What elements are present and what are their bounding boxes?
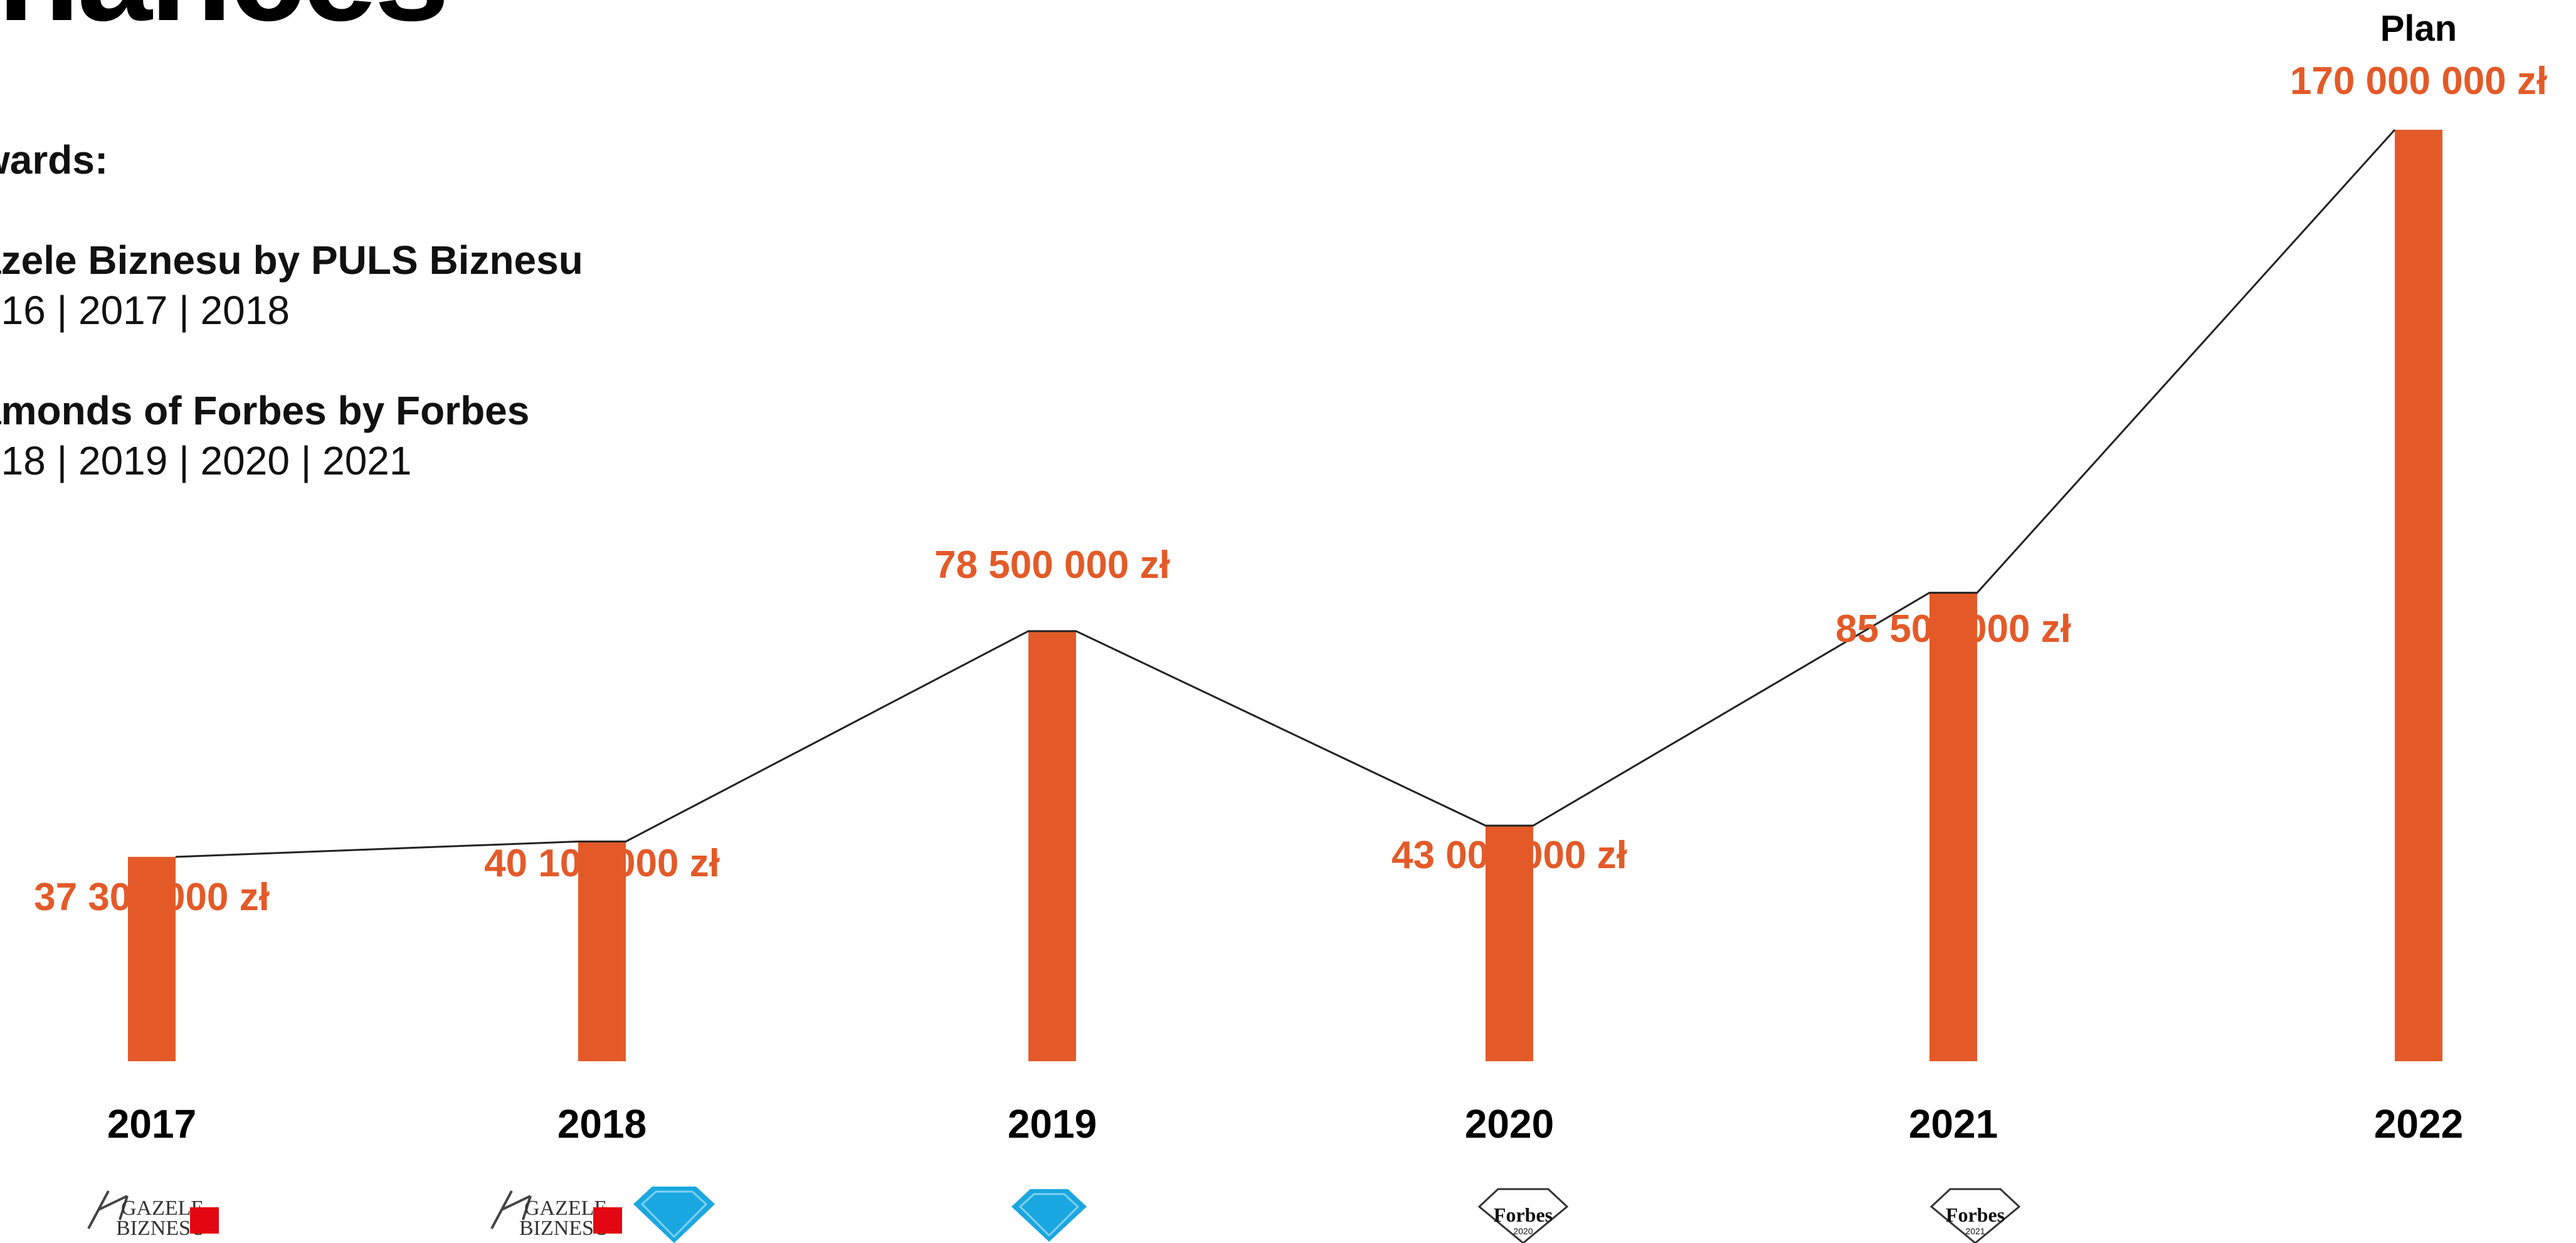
- gazele-logo: GAZELE BIZNESU: [490, 1190, 622, 1240]
- trend-line: [175, 128, 2396, 858]
- year-label-2022: 2022: [2374, 1101, 2463, 1146]
- value-label-2019: 78 500 000 zł: [934, 543, 1170, 587]
- bar-2017: [128, 856, 176, 1061]
- year-label-2020: 2020: [1465, 1101, 1554, 1146]
- value-label-2018: 40 100 000 zł: [484, 842, 720, 885]
- svg-text:Forbes: Forbes: [1946, 1204, 2005, 1226]
- bar-2018: [578, 841, 626, 1061]
- award-years: 018 | 2019 | 2020 | 2021: [0, 438, 412, 483]
- year-label-2019: 2019: [1008, 1101, 1097, 1146]
- gazele-logo: GAZELE BIZNESU: [87, 1190, 219, 1240]
- bar-2021: [1929, 592, 1977, 1061]
- year-label-2017: 2017: [107, 1101, 196, 1146]
- award-name: azele Biznesu by PULS Biznesu: [0, 238, 583, 283]
- forbes-diamond-logo: [1011, 1189, 1087, 1242]
- svg-text:Forbes: Forbes: [1494, 1204, 1553, 1226]
- year-label-2021: 2021: [1909, 1101, 1998, 1146]
- svg-text:2021: 2021: [1965, 1226, 1985, 1236]
- bar-2019: [1028, 631, 1076, 1061]
- award-gazele: azele Biznesu by PULS Biznesu 016 | 2017…: [0, 235, 583, 335]
- award-name: amonds of Forbes by Forbes: [0, 388, 530, 433]
- year-label-2018: 2018: [557, 1101, 647, 1146]
- page-title: inances: [0, 0, 450, 41]
- forbes-diamond-logo: Forbes 2020: [1477, 1188, 1569, 1243]
- award-years: 016 | 2017 | 2018: [0, 288, 290, 333]
- awards-section: wards: azele Biznesu by PULS Biznesu 016…: [0, 135, 583, 536]
- forbes-diamond-logo: Forbes 2021: [1929, 1188, 2021, 1243]
- value-label-2017: 37 300 000 zł: [34, 876, 270, 919]
- forbes-diamond-logo: [633, 1187, 715, 1243]
- bar-2022: [2395, 130, 2442, 1061]
- bar-2020: [1486, 826, 1533, 1061]
- svg-text:2020: 2020: [1513, 1226, 1533, 1236]
- plan-annotation: Plan: [2380, 8, 2457, 49]
- value-label-2022: 170 000 000 zł: [2290, 60, 2547, 103]
- value-label-2020: 43 000 000 zł: [1391, 834, 1627, 877]
- awards-heading: wards:: [0, 137, 108, 182]
- value-label-2021: 85 500 000 zł: [1835, 607, 2071, 651]
- award-forbes: amonds of Forbes by Forbes 018 | 2019 | …: [0, 385, 583, 486]
